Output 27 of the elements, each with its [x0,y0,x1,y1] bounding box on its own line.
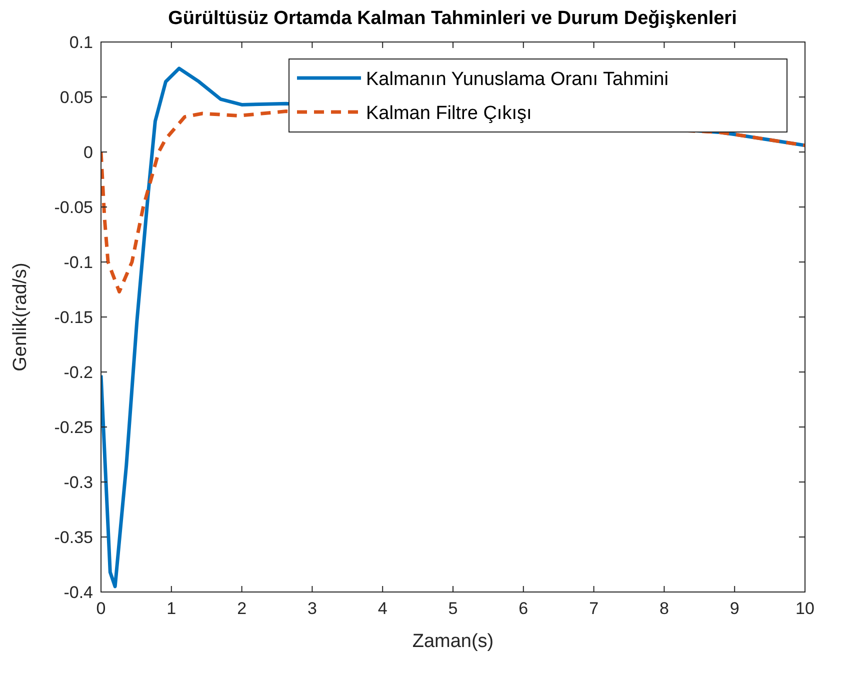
y-tick-label: 0.05 [60,88,93,107]
y-tick-label: -0.2 [64,363,93,382]
y-tick-label: -0.1 [64,253,93,272]
x-tick-label: 4 [378,599,388,618]
y-tick-label: -0.05 [54,198,93,217]
y-tick-label: 0 [84,143,93,162]
x-tick-label: 2 [237,599,247,618]
y-tick-label: -0.25 [54,418,93,437]
x-tick-label: 7 [589,599,599,618]
x-tick-label: 6 [518,599,528,618]
legend-label: Kalmanın Yunuslama Oranı Tahmini [366,69,668,90]
x-tick-label: 0 [96,599,106,618]
legend-label: Kalman Filtre Çıkışı [366,103,532,124]
y-tick-label: -0.35 [54,528,93,547]
y-tick-label: -0.3 [64,473,93,492]
x-tick-label: 5 [448,599,458,618]
x-tick-label: 1 [166,599,176,618]
y-axis-title: Genlik(rad/s) [10,262,31,372]
x-tick-label: 8 [659,599,669,618]
x-tick-label: 10 [796,599,814,618]
y-tick-label: 0.1 [69,33,93,52]
chart-title: Gürültüsüz Ortamda Kalman Tahminleri ve Durum Değişkenleri [168,8,737,29]
y-tick-label: -0.4 [64,583,93,602]
x-axis-title: Zaman(s) [412,631,494,652]
x-tick-label: 3 [307,599,317,618]
y-tick-label: -0.15 [54,308,93,327]
x-tick-label: 9 [730,599,740,618]
